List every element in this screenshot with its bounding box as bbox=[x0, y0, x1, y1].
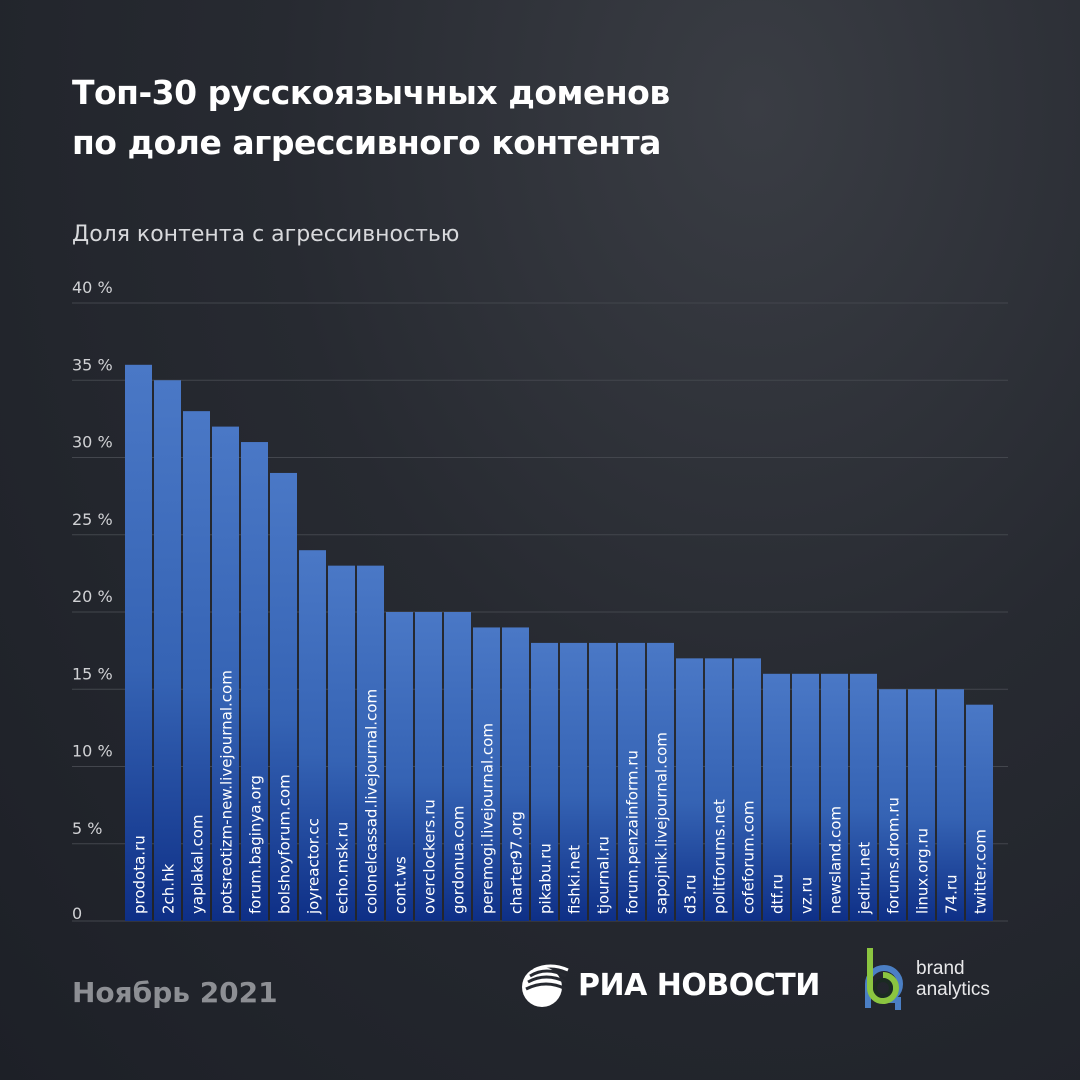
x-category-label: newsland.com bbox=[827, 806, 845, 914]
x-category-label: 74.ru bbox=[943, 874, 961, 914]
x-category-label: forum.penzainform.ru bbox=[624, 750, 642, 914]
x-category-label: joyreactor.cc bbox=[305, 818, 323, 915]
y-axis-label: Доля контента с агрессивностью bbox=[72, 222, 460, 247]
bar-forums.drom.ru bbox=[879, 689, 906, 921]
bar-bolshoyforum.com bbox=[270, 472, 297, 921]
bar-twitter.com bbox=[966, 704, 993, 921]
bar-fishki.net bbox=[560, 642, 587, 921]
bar-vz.ru bbox=[792, 673, 819, 921]
x-category-label: echo.msk.ru bbox=[334, 822, 352, 914]
x-category-label: forums.drom.ru bbox=[885, 797, 903, 914]
x-category-label: jediru.net bbox=[856, 842, 874, 915]
bar-joyreactor.cc bbox=[299, 550, 326, 921]
bar-2ch.hk bbox=[154, 380, 181, 921]
bar-colonelcassad.livejournal.com bbox=[357, 565, 384, 921]
x-category-label: sapojnik.livejournal.com bbox=[653, 732, 671, 914]
x-category-label: pikabu.ru bbox=[537, 843, 555, 914]
ria-globe-icon bbox=[522, 964, 569, 1007]
x-category-label: d3.ru bbox=[682, 874, 700, 914]
bar-74.ru bbox=[937, 689, 964, 921]
bar-overclockers.ru bbox=[415, 612, 442, 921]
x-category-label: peremogi.livejournal.com bbox=[479, 723, 497, 914]
bar-jediru.net bbox=[850, 673, 877, 921]
y-tick-label: 15 % bbox=[72, 664, 113, 683]
y-tick-label: 20 % bbox=[72, 587, 113, 606]
bar-cofeforum.com bbox=[734, 658, 761, 921]
x-category-label: bolshoyforum.com bbox=[276, 774, 294, 914]
y-tick-label: 5 % bbox=[72, 819, 102, 838]
bar-newsland.com bbox=[821, 673, 848, 921]
y-tick-label: 30 % bbox=[72, 433, 113, 452]
x-category-label: overclockers.ru bbox=[421, 799, 439, 914]
brand-analytics-mark-icon bbox=[865, 948, 903, 1010]
y-tick-label: 0 bbox=[72, 904, 82, 923]
x-category-label: politforums.net bbox=[711, 799, 729, 914]
x-category-label: colonelcassad.livejournal.com bbox=[363, 689, 381, 914]
bar-yaplakal.com bbox=[183, 411, 210, 921]
ria-logo-text: РИА НОВОСТИ bbox=[578, 967, 820, 1003]
x-category-label: 2ch.hk bbox=[160, 863, 178, 914]
date-label: Ноябрь 2021 bbox=[72, 976, 278, 1009]
y-tick-label: 40 % bbox=[72, 278, 113, 297]
bar-politforums.net bbox=[705, 658, 732, 921]
bar-peremogi.livejournal.com bbox=[473, 627, 500, 921]
x-category-label: linux.org.ru bbox=[914, 828, 932, 914]
title-line-1: Топ-30 русскоязычных доменов bbox=[72, 73, 670, 112]
bar-cont.ws bbox=[386, 612, 413, 921]
y-tick-label: 10 % bbox=[72, 742, 113, 761]
x-category-label: dtf.ru bbox=[769, 874, 787, 914]
bar-charter97.org bbox=[502, 627, 529, 921]
y-tick-label: 25 % bbox=[72, 510, 113, 529]
bar-forum.penzainform.ru bbox=[618, 642, 645, 921]
x-category-label: gordonua.com bbox=[450, 806, 468, 914]
ba-logo-line-2: analytics bbox=[916, 979, 990, 1000]
bar-sapojnik.livejournal.com bbox=[647, 642, 674, 921]
bar-forum.baginya.org bbox=[241, 442, 268, 921]
ria-novosti-logo: РИА НОВОСТИ bbox=[520, 962, 820, 1008]
x-category-label: forum.baginya.org bbox=[247, 775, 265, 914]
title-line-2: по доле агрессивного контента bbox=[72, 123, 661, 162]
brand-analytics-logo: brand analytics bbox=[858, 944, 990, 1014]
y-tick-label: 35 % bbox=[72, 355, 113, 374]
x-category-label: charter97.org bbox=[508, 811, 526, 914]
bar-d3.ru bbox=[676, 658, 703, 921]
x-category-label: vz.ru bbox=[798, 877, 816, 914]
x-category-label: potsreotizm-new.livejournal.com bbox=[218, 670, 236, 914]
bar-pikabu.ru bbox=[531, 642, 558, 921]
x-category-label: fishki.net bbox=[566, 845, 584, 914]
x-category-label: cofeforum.com bbox=[740, 801, 758, 914]
bar-linux.org.ru bbox=[908, 689, 935, 921]
x-category-label: yaplakal.com bbox=[189, 814, 207, 914]
ba-logo-line-1: brand bbox=[916, 958, 965, 979]
bar-potsreotizm-new.livejournal.com bbox=[212, 426, 239, 921]
bar-tjournal.ru bbox=[589, 642, 616, 921]
bar-dtf.ru bbox=[763, 673, 790, 921]
bar-gordonua.com bbox=[444, 612, 471, 921]
x-category-label: cont.ws bbox=[392, 856, 410, 914]
x-category-label: twitter.com bbox=[972, 829, 990, 914]
bar-echo.msk.ru bbox=[328, 565, 355, 921]
x-category-label: prodota.ru bbox=[131, 835, 149, 914]
page-title: Топ-30 русскоязычных доменов по доле агр… bbox=[72, 68, 670, 168]
x-category-label: tjournal.ru bbox=[595, 836, 613, 914]
bar-prodota.ru bbox=[125, 364, 152, 921]
